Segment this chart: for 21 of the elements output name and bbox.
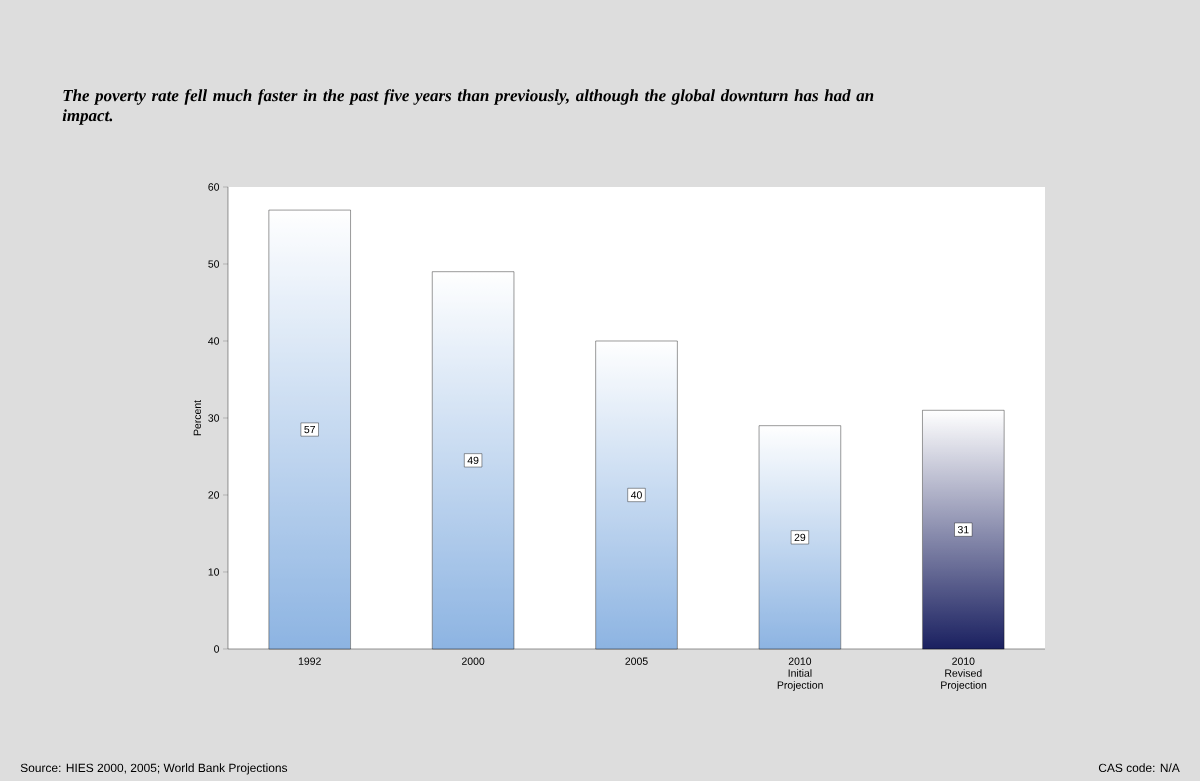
y-tick-label: 50 xyxy=(208,260,220,268)
x-tick-label: 2000 xyxy=(462,657,485,665)
data-label: 31 xyxy=(957,525,969,534)
text: CAS code: N/A xyxy=(1098,763,1180,773)
chart-title: The poverty rate fell much faster in the past five years than previously, although the global downturn has had an impact. xyxy=(62,89,874,125)
x-tick-label: 2005 xyxy=(625,657,648,665)
x-tick-label: 1992 xyxy=(298,657,321,665)
y-axis-title: Percent xyxy=(193,400,202,436)
source-note: Source: HIES 2000, 2005; World Bank Projections xyxy=(20,763,288,775)
y-tick-label: 10 xyxy=(208,568,220,576)
data-label: 29 xyxy=(794,533,806,542)
data-label: 40 xyxy=(630,491,642,499)
data-label: 49 xyxy=(467,456,479,465)
y-tick-label: 20 xyxy=(208,491,220,499)
x-tick-label: 2010 Revised Projection xyxy=(941,657,987,691)
y-tick-label: 0 xyxy=(214,645,220,653)
y-tick-label: 40 xyxy=(208,337,220,345)
y-tick-label: 30 xyxy=(208,414,220,422)
data-label: 57 xyxy=(304,425,315,434)
y-tick-label: 60 xyxy=(208,183,220,191)
x-tick-label: 2010 Initial Projection xyxy=(777,657,823,691)
